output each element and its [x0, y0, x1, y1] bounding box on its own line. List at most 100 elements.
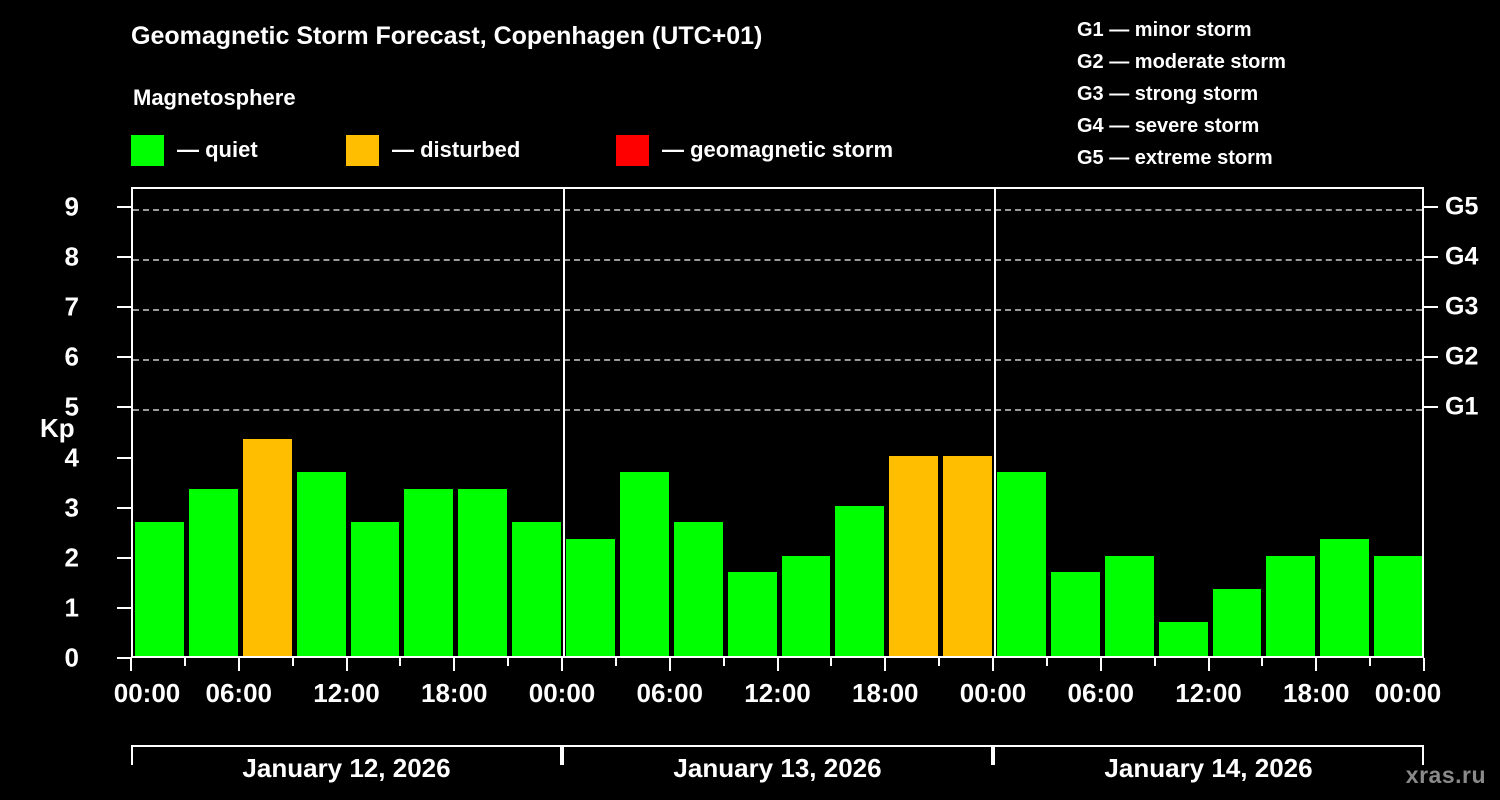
g-tick-mark — [1424, 306, 1438, 309]
kp-bar[interactable] — [943, 455, 992, 656]
kp-bar[interactable] — [1212, 589, 1262, 656]
g-scale-label: G2 — [1445, 342, 1479, 371]
y-tick-mark — [117, 256, 131, 259]
y-tick-mark — [117, 306, 131, 309]
kp-bar[interactable] — [781, 555, 831, 656]
x-tick-minor — [399, 658, 402, 666]
kp-bar[interactable] — [188, 489, 238, 656]
x-tick-label: 12:00 — [313, 678, 380, 708]
g-scale-label: G4 — [1445, 242, 1479, 271]
disturbed-swatch — [346, 134, 379, 166]
y-tick-mark — [117, 606, 131, 609]
gscale-legend-row: G2 — moderate storm — [1077, 51, 1286, 73]
bars-layer — [133, 189, 1422, 656]
date-band-label: January 14, 2026 — [1104, 753, 1313, 783]
kp-bar[interactable] — [673, 522, 723, 656]
x-tick-major — [561, 658, 563, 671]
x-tick-major — [453, 658, 456, 671]
x-tick-label: 00:00 — [1374, 678, 1442, 708]
kp-bar[interactable] — [1374, 555, 1422, 656]
x-tick-minor — [183, 658, 186, 666]
kp-bar[interactable] — [404, 489, 454, 656]
x-tick-label: 18:00 — [1283, 678, 1350, 708]
quiet-swatch — [131, 134, 164, 166]
kp-bar[interactable] — [566, 539, 615, 656]
y-tick-label: 3 — [64, 492, 79, 523]
kp-bar[interactable] — [242, 439, 292, 656]
legend-item: — disturbed — [346, 134, 520, 166]
y-tick-label: 4 — [64, 442, 79, 473]
g-tick-mark — [1424, 356, 1438, 359]
x-tick-label: 00:00 — [959, 678, 1027, 708]
y-tick-mark — [117, 506, 131, 509]
x-tick-minor — [722, 658, 725, 666]
x-tick-label: 12:00 — [744, 678, 811, 708]
kp-bar[interactable] — [350, 522, 400, 656]
gscale-legend-row: G5 — extreme storm — [1077, 147, 1273, 169]
x-tick-minor — [614, 658, 617, 666]
y-tick-label: 8 — [64, 241, 79, 272]
x-tick-minor — [1369, 658, 1372, 666]
x-tick-major — [884, 658, 887, 671]
y-tick-label: 0 — [64, 642, 79, 673]
gscale-legend-row: G4 — severe storm — [1077, 115, 1260, 137]
gscale-legend-row: G1 — minor storm — [1077, 19, 1252, 41]
x-tick-label: 12:00 — [1175, 678, 1242, 708]
kp-bar[interactable] — [835, 505, 885, 656]
watermark: xras.ru — [1405, 762, 1486, 788]
gridline — [133, 409, 1422, 412]
y-tick-mark — [117, 556, 131, 559]
gridline — [133, 309, 1422, 312]
x-tick-minor — [1045, 658, 1048, 666]
kp-bar[interactable] — [1104, 555, 1154, 656]
x-tick-major — [776, 658, 779, 671]
kp-bar[interactable] — [458, 489, 508, 656]
date-band-label: January 13, 2026 — [673, 753, 882, 783]
g-scale-label: G3 — [1445, 292, 1479, 321]
x-tick-major — [1315, 658, 1318, 671]
kp-bar[interactable] — [997, 472, 1046, 656]
date-band-rule — [131, 745, 562, 765]
gridline — [133, 209, 1422, 212]
g-scale-label: G1 — [1445, 392, 1479, 421]
kp-bar[interactable] — [512, 522, 561, 656]
legend-item-label: — quiet — [177, 137, 258, 162]
gscale-legend-row: G3 — strong storm — [1077, 83, 1259, 105]
x-tick-minor — [291, 658, 294, 666]
g-tick-mark — [1424, 206, 1438, 209]
gridline — [133, 259, 1422, 262]
kp-bar[interactable] — [1320, 539, 1370, 656]
x-tick-major — [1207, 658, 1210, 671]
kp-bar[interactable] — [1266, 555, 1316, 656]
legend-item: — quiet — [131, 134, 258, 166]
x-tick-major — [130, 658, 132, 671]
x-tick-minor — [1153, 658, 1156, 666]
y-tick-label: 9 — [64, 191, 79, 222]
y-tick-mark — [117, 356, 131, 359]
x-tick-minor — [507, 658, 510, 666]
y-tick-mark — [117, 456, 131, 459]
kp-bar[interactable] — [1158, 622, 1208, 656]
series-label: Magnetosphere — [133, 85, 296, 110]
kp-bar[interactable] — [727, 572, 777, 656]
y-tick-label: 7 — [64, 291, 79, 322]
legend-item-label: — geomagnetic storm — [662, 137, 894, 162]
y-tick-label: 6 — [64, 341, 79, 372]
kp-bar[interactable] — [296, 472, 346, 656]
y-axis-title: Kp — [40, 413, 75, 443]
kp-bar[interactable] — [135, 522, 184, 656]
y-tick-mark — [117, 657, 131, 659]
y-tick-label: 2 — [64, 542, 79, 573]
gscale-legend: G1 — minor storm G2 — moderate storm G3 — … — [1077, 14, 1286, 174]
kp-bar[interactable] — [619, 472, 669, 656]
y-tick-label: 1 — [64, 592, 79, 623]
legend-item-label: — disturbed — [392, 137, 521, 162]
g-scale-label: G5 — [1445, 192, 1479, 221]
kp-bar[interactable] — [1050, 572, 1100, 656]
y-tick-label: 5 — [64, 391, 79, 422]
x-tick-major — [992, 658, 994, 671]
kp-bar[interactable] — [889, 455, 939, 656]
date-band-label: January 12, 2026 — [242, 753, 451, 783]
date-band-rule — [993, 745, 1424, 765]
